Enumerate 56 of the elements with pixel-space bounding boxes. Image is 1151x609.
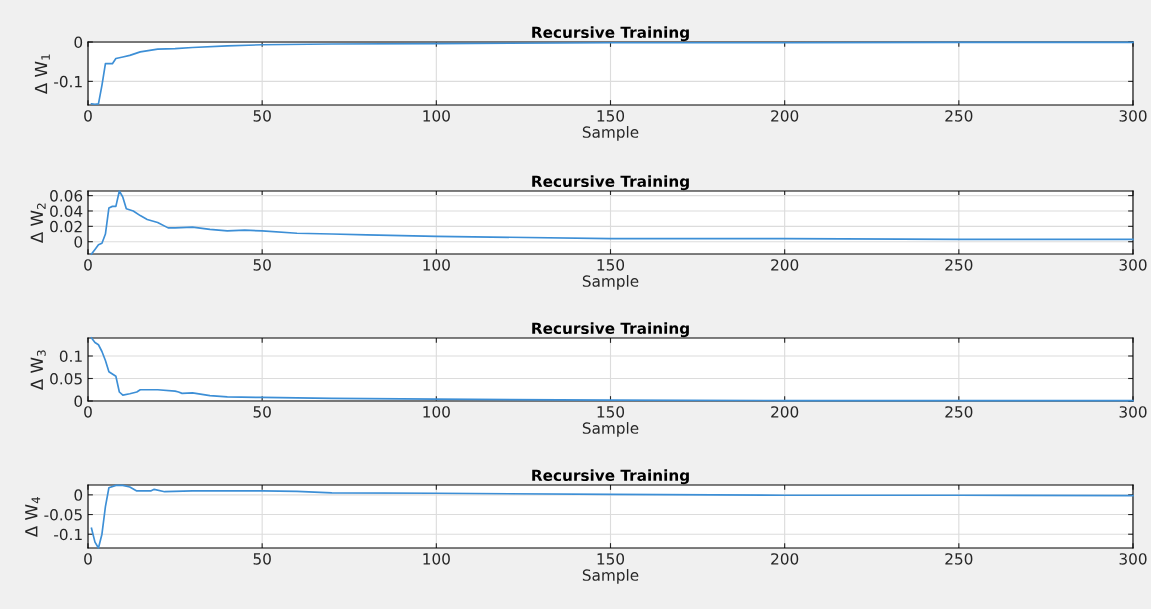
x-axis-title: Sample (582, 275, 639, 290)
x-tick-label: 250 (945, 406, 973, 418)
y-axis-title: Δ W$_{2}$ (30, 203, 46, 244)
x-tick-label: 200 (771, 110, 799, 122)
x-tick-label: 250 (945, 259, 973, 271)
x-tick-label: 200 (771, 259, 799, 271)
line-series (90, 190, 1134, 255)
x-axis-title: Sample (582, 569, 639, 584)
x-tick-label: 50 (253, 406, 271, 418)
x-tick-label: 0 (84, 553, 92, 565)
x-tick-label: 100 (423, 110, 450, 122)
y-tick-label: -0.1 (54, 528, 82, 541)
x-tick-label: 100 (423, 259, 450, 271)
x-tick-label: 150 (597, 110, 625, 122)
x-axis-title: Sample (582, 126, 639, 141)
x-tick-label: 0 (84, 110, 92, 122)
y-tick-label: 0.05 (50, 372, 82, 385)
y-tick-label: 0.1 (59, 350, 82, 363)
x-tick-label: 150 (597, 406, 625, 418)
x-axis-title: Sample (582, 422, 639, 437)
x-tick-label: 100 (423, 406, 450, 418)
line-series (90, 337, 1134, 402)
x-tick-label: 300 (1119, 553, 1147, 565)
x-tick-label: 0 (84, 406, 92, 418)
line-series (90, 484, 1134, 549)
y-tick-label: 0.06 (50, 190, 83, 202)
line-series (90, 41, 1134, 106)
y-tick-label: -0.05 (44, 509, 82, 521)
y-tick-label: 0 (74, 395, 83, 408)
y-tick-label: 0.04 (50, 205, 83, 217)
chart-title: Recursive Training (532, 175, 689, 191)
chart-title: Recursive Training (532, 322, 689, 338)
y-axis-title: Δ W$_{1}$ (34, 54, 50, 95)
y-tick-label: -0.1 (54, 75, 82, 88)
y-axis-title: Δ W$_{3}$ (30, 350, 46, 391)
y-tick-label: 0.02 (50, 220, 82, 233)
x-tick-label: 100 (423, 553, 450, 565)
x-tick-label: 50 (253, 259, 271, 271)
x-tick-label: 300 (1119, 259, 1147, 271)
y-tick-label: 0 (74, 489, 83, 501)
x-tick-label: 200 (771, 406, 799, 418)
y-tick-label: 0 (74, 236, 83, 248)
x-tick-label: 300 (1119, 110, 1147, 122)
chart-title: Recursive Training (532, 469, 689, 485)
x-tick-label: 50 (253, 553, 271, 565)
x-tick-label: 150 (597, 553, 625, 565)
x-tick-label: 0 (84, 259, 92, 271)
x-tick-label: 50 (253, 110, 271, 122)
x-tick-label: 300 (1119, 406, 1147, 418)
x-tick-label: 250 (945, 553, 973, 565)
y-axis-title: Δ W$_{4}$ (25, 497, 41, 538)
x-tick-label: 200 (771, 553, 799, 565)
x-tick-label: 150 (597, 259, 625, 271)
chart-title: Recursive Training (532, 26, 689, 42)
y-tick-label: 0 (74, 36, 83, 49)
x-tick-label: 250 (945, 110, 973, 122)
